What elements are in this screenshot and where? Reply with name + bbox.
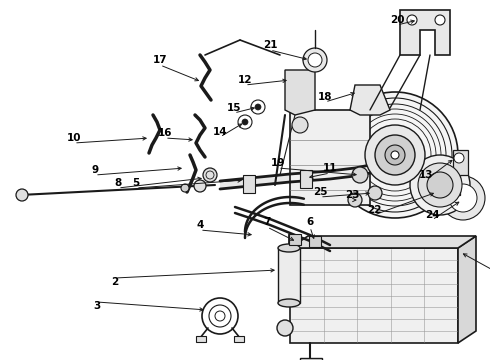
Text: 24: 24 [425, 210, 440, 220]
Bar [290, 110, 370, 205]
Circle shape [407, 15, 417, 25]
Ellipse shape [278, 299, 300, 307]
Polygon shape [355, 164, 375, 176]
Polygon shape [330, 168, 355, 179]
Circle shape [255, 104, 261, 110]
Text: 6: 6 [306, 217, 314, 227]
Polygon shape [290, 171, 330, 182]
Polygon shape [453, 150, 468, 195]
Circle shape [391, 151, 399, 159]
Circle shape [410, 155, 470, 215]
Polygon shape [375, 159, 390, 172]
Text: 5: 5 [132, 178, 140, 188]
Ellipse shape [278, 244, 300, 252]
Polygon shape [400, 10, 450, 55]
Circle shape [352, 167, 368, 183]
Text: 10: 10 [67, 133, 81, 143]
Text: 17: 17 [153, 55, 167, 65]
Circle shape [303, 48, 327, 72]
Circle shape [427, 172, 453, 198]
Bar [289, 234, 301, 245]
Text: 4: 4 [196, 220, 204, 230]
Circle shape [365, 125, 425, 185]
Circle shape [375, 135, 415, 175]
Circle shape [368, 186, 382, 200]
Text: 25: 25 [313, 187, 327, 197]
Circle shape [308, 53, 322, 67]
Polygon shape [458, 236, 476, 343]
Polygon shape [285, 70, 315, 115]
Circle shape [454, 153, 464, 163]
Polygon shape [250, 174, 290, 186]
Text: 23: 23 [345, 190, 359, 200]
Text: 3: 3 [94, 301, 100, 311]
Text: 16: 16 [158, 128, 172, 138]
Circle shape [16, 189, 28, 201]
Text: 13: 13 [419, 170, 433, 180]
Text: 7: 7 [263, 217, 270, 227]
Circle shape [238, 115, 252, 129]
Bar [278, 248, 300, 303]
Circle shape [332, 92, 458, 218]
Circle shape [348, 193, 362, 207]
Text: 19: 19 [271, 158, 285, 168]
Bar [290, 248, 458, 343]
Circle shape [194, 180, 206, 192]
Circle shape [385, 145, 405, 165]
Circle shape [251, 100, 265, 114]
Text: 14: 14 [213, 127, 227, 137]
Text: 12: 12 [238, 75, 252, 85]
Circle shape [441, 176, 485, 220]
Polygon shape [350, 85, 390, 115]
Bar [309, 236, 321, 247]
Text: 2: 2 [111, 277, 119, 287]
Circle shape [449, 184, 477, 212]
Circle shape [277, 320, 293, 336]
Text: 20: 20 [390, 15, 404, 25]
Bar [196, 336, 206, 342]
Bar [300, 170, 312, 188]
Polygon shape [290, 236, 476, 248]
Circle shape [181, 184, 189, 192]
Circle shape [203, 168, 217, 182]
Circle shape [418, 163, 462, 207]
Polygon shape [220, 178, 250, 189]
Text: 9: 9 [92, 165, 98, 175]
Bar [234, 336, 244, 342]
Text: 11: 11 [323, 163, 337, 173]
Circle shape [242, 119, 248, 125]
Bar [300, 358, 322, 360]
Circle shape [292, 117, 308, 133]
Text: 22: 22 [367, 205, 381, 215]
Text: 8: 8 [114, 178, 122, 188]
Bar [243, 175, 255, 193]
Circle shape [435, 15, 445, 25]
Text: 15: 15 [227, 103, 241, 113]
Text: 18: 18 [318, 92, 332, 102]
Text: 21: 21 [263, 40, 277, 50]
